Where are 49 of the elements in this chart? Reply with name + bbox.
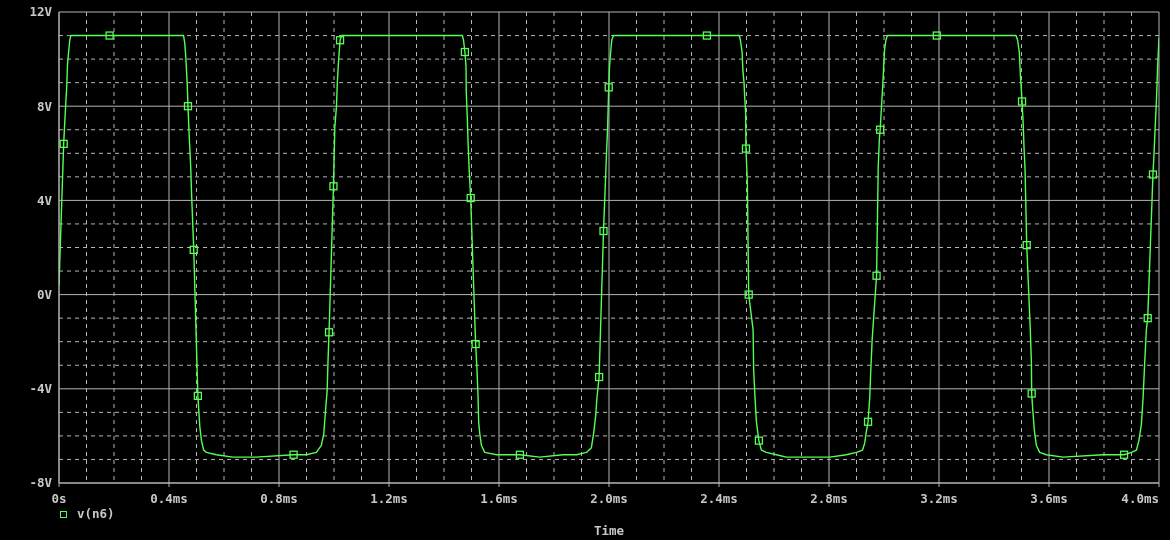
point <box>183 102 193 111</box>
point <box>1027 389 1036 398</box>
point <box>754 436 764 445</box>
point <box>324 328 334 337</box>
legend-label: v(n6) <box>77 506 115 522</box>
point <box>335 36 345 45</box>
y-tick-label: -4V <box>29 381 53 397</box>
point <box>1148 170 1158 179</box>
y-tick-label: -8V <box>29 475 53 491</box>
y-tick-label: 12V <box>29 4 53 20</box>
y-tick-label: 0V <box>36 286 53 302</box>
point <box>594 372 604 382</box>
x-tick-label: 2.0ms <box>590 491 628 507</box>
x-tick-label: 4.0ms <box>1121 491 1159 507</box>
x-tick-label: 3.6ms <box>1030 491 1068 507</box>
point <box>289 450 298 459</box>
point <box>1022 241 1031 250</box>
point <box>876 125 885 134</box>
point <box>604 83 613 92</box>
point <box>105 31 114 40</box>
point <box>932 31 941 40</box>
x-tick-label: 1.2ms <box>370 491 408 507</box>
point <box>741 144 751 153</box>
y-tick-label: 8V <box>36 98 53 114</box>
x-tick-label: 0s <box>51 491 67 507</box>
point <box>189 245 198 255</box>
point <box>471 339 480 349</box>
x-tick-label: 2.8ms <box>810 491 848 507</box>
point <box>460 47 470 57</box>
x-tick-label: 0.8ms <box>260 491 298 507</box>
x-axis-title: Time <box>593 523 625 538</box>
point <box>329 182 338 191</box>
point <box>59 139 68 149</box>
point <box>466 193 475 203</box>
x-tick-label: 1.6ms <box>480 491 518 507</box>
x-tick-label: 2.4ms <box>700 491 738 507</box>
point <box>863 417 873 426</box>
point <box>515 450 525 459</box>
x-tick-label: 0.4ms <box>150 491 188 507</box>
point <box>193 391 203 401</box>
point <box>1017 97 1027 106</box>
point <box>702 31 712 40</box>
y-tick-label: 4V <box>36 192 53 208</box>
point <box>599 226 608 236</box>
x-tick-label: 3.2ms <box>920 491 958 507</box>
point <box>1119 450 1129 459</box>
point <box>744 290 753 299</box>
point <box>1143 314 1152 323</box>
point <box>872 271 881 280</box>
